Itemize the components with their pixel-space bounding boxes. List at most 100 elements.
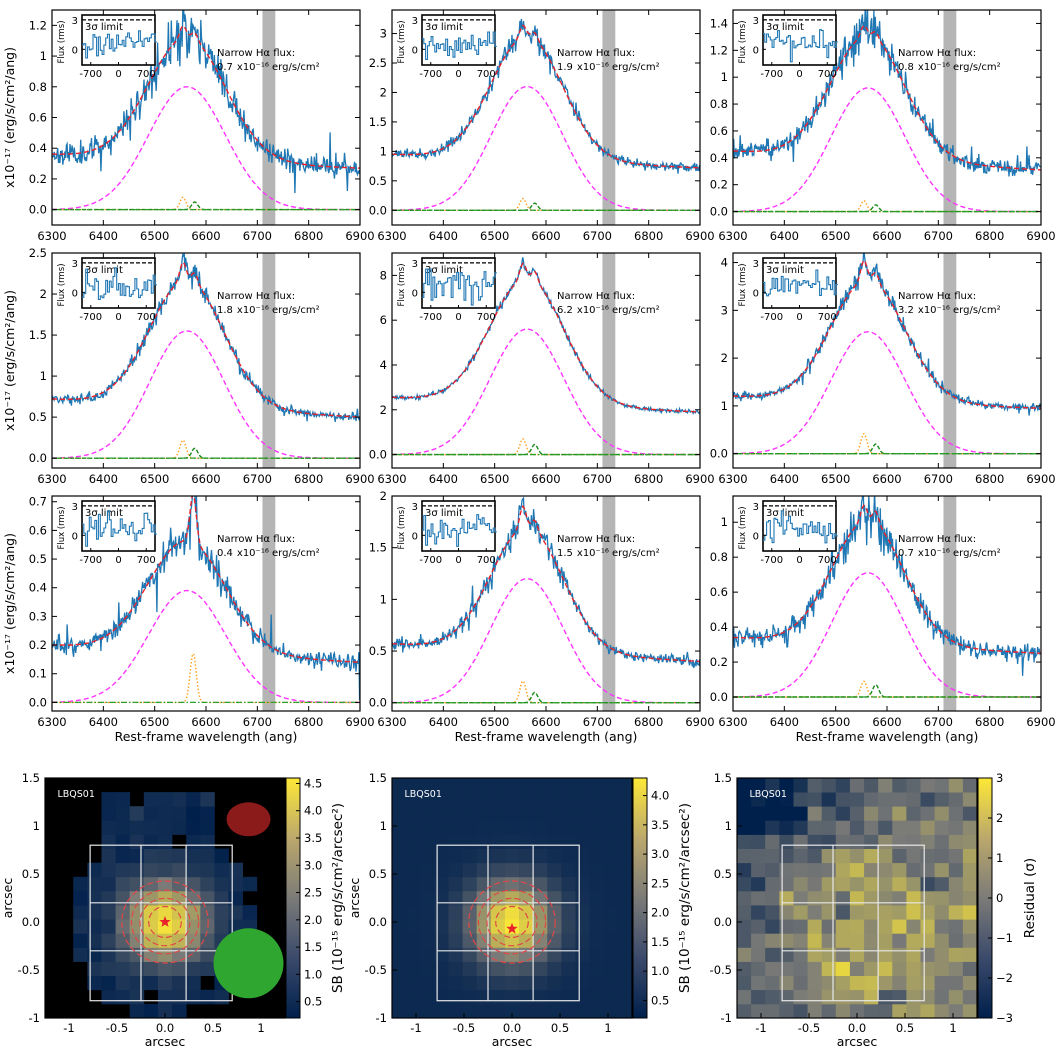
inset-x-tick-label: 700 <box>818 555 837 566</box>
x-tick-label: 6700 <box>924 715 953 729</box>
plot-area <box>392 253 700 468</box>
map-pixel <box>157 820 173 835</box>
map-pixel <box>214 862 229 878</box>
inset-y-tick-label: 3 <box>753 259 759 270</box>
map-pixel <box>172 919 187 934</box>
y-tick-label: 1.5 <box>369 115 387 129</box>
map-pixel <box>920 919 935 934</box>
map-pixel <box>406 989 421 1005</box>
colorbar-label: Residual (σ) <box>1022 858 1038 938</box>
map-pixel <box>519 862 534 878</box>
map-pixel <box>392 820 407 835</box>
map-pixel <box>575 862 590 878</box>
map-pixel <box>878 890 893 906</box>
x-tick-label: 6700 <box>924 229 953 243</box>
colorbar-gradient <box>632 777 648 1019</box>
map-model-panel: LBQS01 -1 -0.5 0.0 0.5 1 -1 -0.5 0.0 0.5 1 1.5 arcse… <box>347 771 693 1049</box>
map-pixel <box>617 905 632 920</box>
inset-x-tick-label: -700 <box>760 69 783 80</box>
map-pixel <box>547 778 562 793</box>
map-pixel <box>603 989 619 1005</box>
map-pixel <box>906 848 921 864</box>
map-pixel <box>575 876 590 892</box>
contour-line <box>148 905 182 939</box>
narrow-flux-units: x10⁻¹⁶ erg/s/cm² <box>577 62 660 73</box>
map-pixel <box>948 820 964 835</box>
y-tick-label: 0.5 <box>29 410 47 424</box>
map-pixel <box>765 862 780 878</box>
narrow-flux-value-line: 0.8 x10⁻¹⁶ erg/s/cm² <box>898 62 1001 73</box>
map-observed-panel: LBQS01 -1 -0.5 0.0 0.5 1 -1 -0.5 0.0 0.5 1 1.5 arcse… <box>0 771 346 1049</box>
map-pixel <box>101 975 116 991</box>
y-tick-label: 0.6 <box>29 523 47 537</box>
map-pixel <box>934 905 950 920</box>
map-pixel <box>448 890 463 906</box>
map-area: LBQS01 <box>45 778 285 1018</box>
map-pixel <box>793 933 808 948</box>
inset-x-tick-label: -700 <box>419 312 442 323</box>
broad-component-line <box>733 331 1041 455</box>
map-pixel <box>519 806 534 821</box>
narrow-flux-value-line: 1.5 x10⁻¹⁶ erg/s/cm² <box>557 548 660 559</box>
map-pixel <box>737 947 752 962</box>
map-pixel <box>406 890 421 906</box>
map-pixel <box>821 848 837 864</box>
map-pixel <box>533 876 548 892</box>
map-pixel <box>73 890 88 906</box>
map-pixel <box>533 890 548 906</box>
map-pixel <box>779 876 794 892</box>
map-pixel <box>392 905 407 920</box>
map-pixel <box>129 1003 145 1018</box>
map-pixel <box>533 947 548 962</box>
map-pixel <box>751 890 766 906</box>
map-pixel <box>765 834 780 849</box>
map-pixel <box>906 989 921 1005</box>
y-tick-label: 1.5 <box>714 771 732 785</box>
excluded-band <box>943 10 957 225</box>
map-pixel <box>793 975 808 991</box>
map-pixel <box>779 778 794 793</box>
map-pixel <box>920 806 935 821</box>
y-tick-label: 1.2 <box>710 43 728 57</box>
x-tick-label: 6800 <box>634 229 663 243</box>
map-pixel <box>751 1003 766 1018</box>
map-pixel <box>533 862 548 878</box>
spectrum-4-panel: 6300 6400 6500 6600 6700 6800 6900 0.0 0.5 1 1.5 2 2… <box>2 246 375 486</box>
map-pixel <box>462 778 478 793</box>
map-pixel <box>737 975 752 991</box>
map-pixel <box>878 961 893 976</box>
map-pixel <box>821 905 837 920</box>
map-pixel <box>906 975 921 991</box>
map-pixel <box>892 890 907 906</box>
map-pixel <box>406 834 421 849</box>
map-pixel <box>143 834 159 849</box>
map-pixel <box>864 792 879 807</box>
y-tick-label: 0.1 <box>29 667 47 681</box>
map-pixel <box>589 876 605 892</box>
inset-x-tick-label: -700 <box>79 312 102 323</box>
y-tick-label: 1.5 <box>29 328 47 342</box>
map-pixel <box>892 947 907 962</box>
map-pixel <box>434 792 449 807</box>
inset-panel: 3σ limit 0 3 -700 0 700 Flux (rms) <box>57 14 157 80</box>
y-tick-label: 0.0 <box>369 696 387 710</box>
map-pixel <box>765 848 780 864</box>
inset-residual-line <box>763 510 838 544</box>
x-tick-label: 6600 <box>872 715 901 729</box>
map-pixel <box>962 1003 977 1018</box>
spectrum-1-panel: 6300 6400 6500 6600 6700 6800 6900 0.0 0.2 0.4 0.6… <box>2 9 375 243</box>
map-pixel <box>129 848 145 864</box>
map-pixel <box>448 947 463 962</box>
y-tick-label: 2.5 <box>29 246 47 260</box>
map-pixel <box>878 975 893 991</box>
map-pixel <box>765 792 780 807</box>
map-pixel <box>420 792 435 807</box>
map-pixel <box>603 947 619 962</box>
inset-y-label: Flux (rms) <box>57 506 67 549</box>
contour-line <box>477 889 547 955</box>
map-pixel <box>575 848 590 864</box>
map-pixel <box>906 876 921 892</box>
map-pixel <box>603 792 619 807</box>
map-pixel <box>878 806 893 821</box>
map-pixel <box>392 862 407 878</box>
